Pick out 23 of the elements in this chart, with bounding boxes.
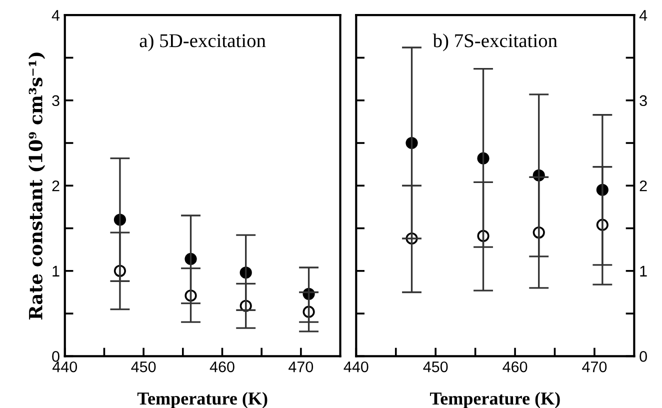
y-tick-label: 4 (52, 10, 60, 21)
y2-tick-label: 2 (640, 180, 647, 192)
x-tick-label: 460 (502, 361, 528, 372)
text: a) 5D-excitation (140, 34, 266, 52)
y-tick-label: 2 (52, 180, 60, 192)
y-tick-label: 1 (52, 266, 60, 276)
x-tick-label: 440 (344, 361, 368, 372)
y2-tick-label: 0 (640, 351, 647, 362)
y-tick-label: 3 (52, 95, 60, 106)
y2-tick-label: 1 (640, 266, 647, 276)
x-axis-title: Temperature (K) (430, 392, 560, 408)
x-tick-label: 470 (582, 361, 607, 372)
x-tick-label: 450 (131, 361, 156, 372)
y-tick-label: 0 (52, 351, 60, 362)
x-tick-label: 440 (52, 361, 78, 372)
x-tick-label: 460 (210, 361, 234, 372)
y2-tick-label: 3 (640, 95, 647, 106)
text: b) 7S-excitation (432, 34, 558, 52)
x-tick-label: 450 (423, 361, 448, 372)
x-tick-label: 470 (288, 361, 314, 372)
y-axis-title: Rate constant (10⁹ cm³s⁻¹) (28, 52, 46, 320)
y2-tick-label: 4 (639, 10, 648, 21)
x-axis-title: Temperature (K) (137, 392, 268, 408)
